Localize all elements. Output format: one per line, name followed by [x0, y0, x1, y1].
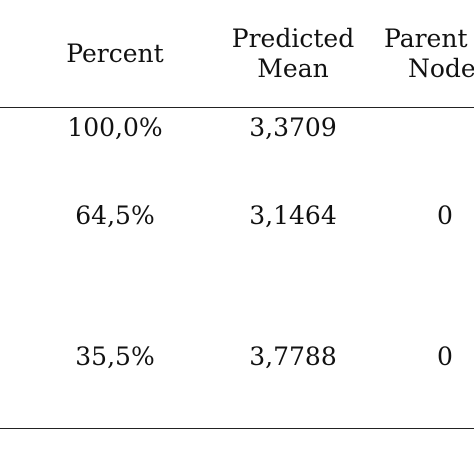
header-parent-node-line1: Parent: [384, 24, 468, 53]
row-2-percent: 64,5%: [75, 201, 155, 230]
header-rule: [0, 107, 474, 108]
row-3-percent: 35,5%: [75, 342, 155, 371]
header-parent-node: Parent Node: [384, 24, 474, 84]
row-3-parent-node: 0: [437, 342, 453, 371]
row-1-predicted-mean: 3,3709: [249, 113, 337, 142]
header-predicted-mean-line1: Predicted: [231, 24, 355, 53]
header-predicted-mean-line2: Mean: [257, 54, 329, 83]
row-2-parent-node: 0: [437, 201, 453, 230]
header-predicted-mean: Predicted Mean: [208, 24, 378, 84]
row-3-predicted-mean: 3,7788: [249, 342, 337, 371]
row-1-percent: 100,0%: [67, 113, 163, 142]
header-percent: Percent: [66, 39, 164, 68]
bottom-rule: [0, 428, 474, 429]
header-parent-node-line2: Node: [408, 54, 474, 83]
row-2-predicted-mean: 3,1464: [249, 201, 337, 230]
